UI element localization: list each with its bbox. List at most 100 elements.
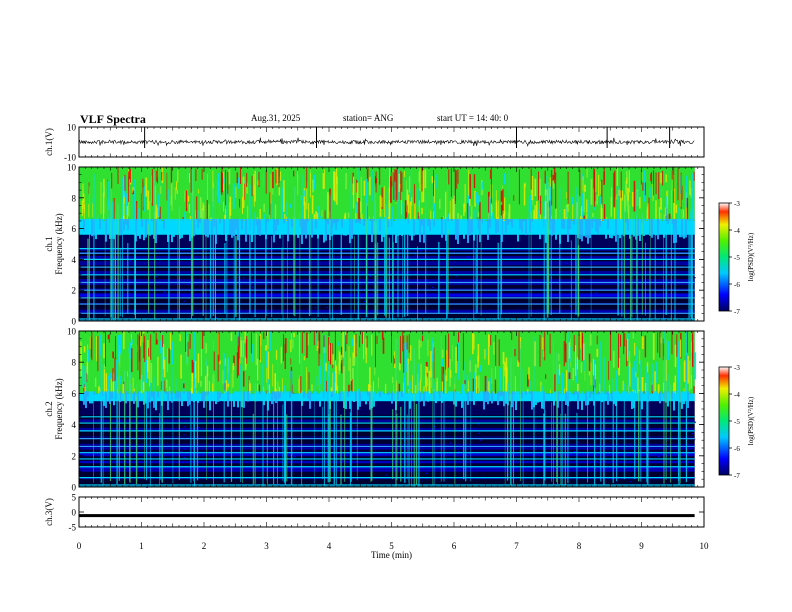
spec-texture (504, 197, 506, 221)
spec-texture (161, 174, 164, 183)
spec-texture (426, 378, 428, 386)
band-edge (625, 218, 627, 223)
band-edge (459, 218, 461, 235)
spec-texture (117, 335, 120, 363)
spec-texture (527, 374, 529, 387)
band-edge (87, 391, 89, 397)
spec-texture (109, 372, 112, 380)
band-edge (269, 218, 271, 228)
spec-texture (179, 334, 181, 342)
noise-speck (478, 307, 481, 309)
spec-texture (123, 331, 125, 350)
spec-texture (387, 208, 389, 218)
noise-speck (447, 301, 450, 302)
spec-texture (207, 173, 208, 205)
band-strip (79, 467, 695, 472)
band-edge (639, 218, 641, 241)
spec-texture (180, 354, 182, 379)
spec-texture (352, 352, 354, 366)
band-edge (435, 218, 437, 225)
spec-texture (541, 385, 543, 394)
spec-texture (441, 359, 444, 367)
spec-texture (255, 333, 258, 366)
band-edge (457, 391, 459, 397)
spec-texture (159, 167, 161, 196)
band-edge (439, 218, 441, 223)
noise-speck (409, 275, 411, 277)
band-edge (81, 218, 83, 235)
spec-texture (335, 367, 337, 392)
spec-texture (414, 184, 415, 216)
noise-speck (561, 305, 563, 307)
band-edge (285, 391, 287, 401)
band-edge (459, 391, 461, 392)
spec-texture (200, 349, 202, 377)
spec-texture (583, 343, 585, 361)
spec-texture (663, 331, 665, 344)
spec-texture (186, 336, 188, 365)
band-edge (481, 391, 483, 399)
noise-speck (217, 471, 219, 473)
band-edge (437, 218, 439, 233)
noise-speck (369, 277, 371, 279)
band-edge (673, 218, 675, 244)
spec-texture (401, 189, 402, 215)
noise-speck (337, 424, 339, 426)
spec-texture (372, 170, 373, 202)
spec-texture (395, 367, 396, 379)
noise-speck (392, 450, 395, 452)
spec-texture (514, 376, 516, 394)
band-edge (517, 218, 519, 242)
spec-texture (290, 340, 292, 353)
band-edge (463, 218, 465, 239)
spec-texture (580, 362, 583, 373)
band-edge (569, 218, 571, 230)
spec-texture (392, 376, 394, 384)
noise-speck (241, 251, 244, 253)
band-edge (213, 218, 215, 228)
band-edge (129, 218, 131, 231)
band-edge (319, 391, 321, 407)
band-edge (125, 391, 127, 404)
band-edge (113, 218, 115, 240)
band-edge (79, 218, 81, 232)
band-edge (589, 391, 591, 398)
y-tick-label: 2 (72, 286, 77, 296)
band-edge (91, 218, 93, 237)
spec-texture (275, 348, 277, 360)
spec-texture (149, 201, 151, 221)
band-edge (367, 391, 369, 396)
spec-texture (224, 358, 226, 366)
spec-texture (350, 381, 353, 394)
band-edge (663, 218, 665, 238)
spec-texture (229, 202, 231, 221)
spec-texture (655, 200, 657, 221)
spec-texture (577, 383, 579, 394)
spec-texture (467, 380, 469, 393)
spec-texture (232, 365, 234, 388)
spec-texture (338, 341, 339, 346)
spec-texture (426, 367, 429, 373)
noise-speck (562, 427, 565, 429)
spec-texture (554, 374, 556, 394)
spec-texture (269, 214, 271, 221)
noise-speck (337, 301, 339, 303)
spec-texture (627, 193, 629, 213)
spec-texture (355, 205, 357, 221)
band-edge (561, 218, 563, 229)
spec-texture (441, 349, 444, 359)
band-edge (339, 391, 341, 401)
spec-texture (635, 372, 637, 377)
spec-texture (202, 202, 204, 218)
spec-texture (540, 381, 542, 394)
spec-texture (324, 210, 326, 221)
spec-texture (452, 199, 454, 221)
band-edge (273, 218, 275, 243)
noise-speck (139, 301, 142, 303)
spec-texture (265, 209, 266, 216)
spec-texture (399, 184, 401, 189)
spec-texture (136, 201, 138, 221)
band-edge (89, 391, 91, 404)
band-edge (181, 391, 183, 406)
spec-texture (570, 346, 572, 362)
